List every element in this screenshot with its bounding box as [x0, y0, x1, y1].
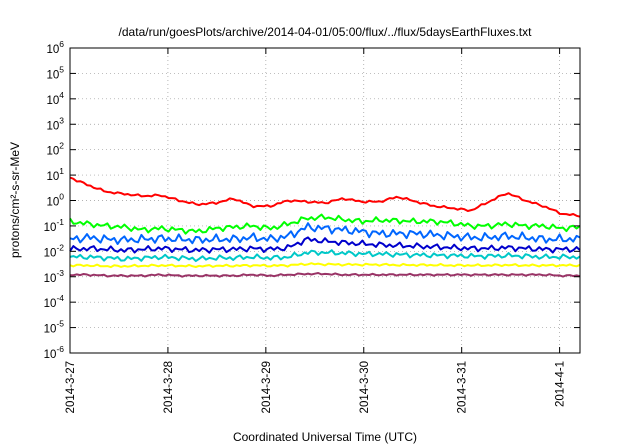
x-tick-label: 2014-3-27	[65, 361, 77, 413]
y-tick-label: 10-3	[44, 268, 65, 285]
y-tick-label: 10-6	[44, 344, 65, 361]
series-line	[69, 249, 581, 263]
series-line	[69, 222, 581, 245]
y-tick-label: 10-1	[44, 217, 65, 234]
x-tick-label: 2014-3-28	[163, 361, 175, 413]
series-line	[69, 176, 581, 218]
y-tick-label: 106	[46, 39, 64, 56]
x-axis: 2014-3-27 2014-3-28 2014-3-29 2014-3-30 2014…	[65, 48, 567, 413]
y-tick-label: 101	[46, 166, 64, 183]
chart-title: /data/run/goesPlots/archive/2014-04-01/0…	[119, 25, 533, 39]
y-tick-label: 102	[46, 141, 64, 158]
x-tick-label: 2014-3-31	[457, 361, 469, 413]
series-line	[69, 272, 581, 278]
y-tick-label: 10-2	[44, 242, 65, 259]
y-tick-label: 10-5	[44, 319, 65, 336]
y-axis: 106 105 104 103 102 101 100 10-1 10-2 10-3 10-4 10-…	[44, 39, 580, 361]
y-tick-label: 104	[46, 90, 64, 107]
series-line	[69, 262, 581, 269]
x-axis-label: Coordinated Universal Time (UTC)	[233, 430, 417, 444]
series-line	[69, 213, 581, 235]
series-group	[69, 176, 581, 278]
series-line	[69, 236, 581, 254]
grid	[70, 48, 580, 353]
y-tick-label: 10-4	[44, 293, 65, 310]
y-tick-label: 105	[46, 64, 64, 81]
x-tick-label: 2014-3-30	[359, 361, 371, 413]
x-tick-label: 2014-4-1	[555, 361, 567, 407]
y-tick-label: 100	[46, 192, 64, 209]
y-tick-label: 103	[46, 115, 64, 132]
x-tick-label: 2014-3-29	[261, 361, 273, 413]
y-axis-label: protons/cm²-s-sr-MeV	[8, 142, 22, 258]
